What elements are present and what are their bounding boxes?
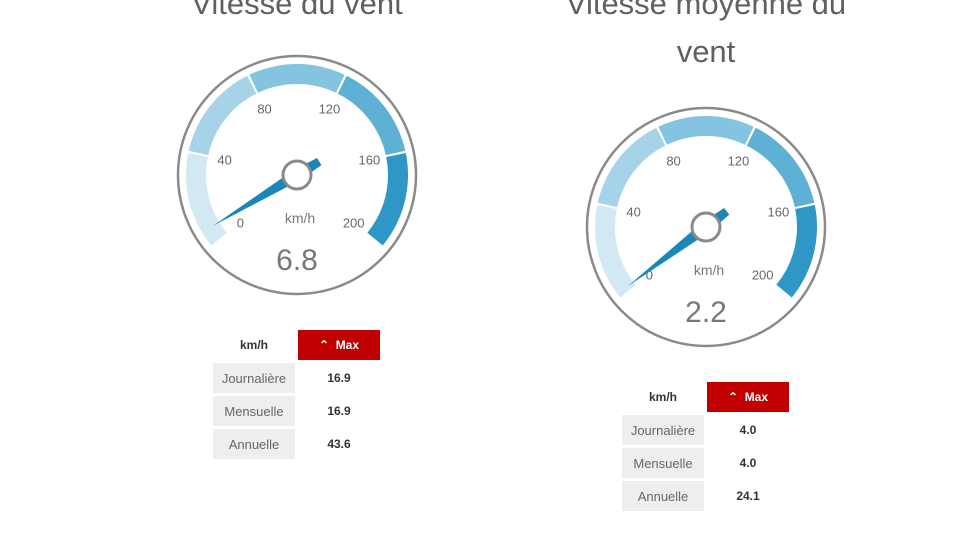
- max-sort-button[interactable]: ⌃ Max: [707, 382, 789, 412]
- gauge-band: [337, 75, 406, 156]
- gauge-band: [776, 205, 817, 298]
- gauge-unit: km/h: [694, 262, 724, 278]
- gauge-band: [249, 63, 345, 93]
- gauge-tick-label: 120: [728, 153, 750, 168]
- gauge-tick-label: 160: [359, 153, 381, 168]
- max-value: 16.9: [327, 371, 351, 385]
- gauge-needle-hub: [281, 159, 313, 191]
- gauge-band: [188, 75, 257, 156]
- gauge-tick-label: 40: [217, 153, 231, 168]
- period-label: Mensuelle: [213, 396, 295, 426]
- gauge-band: [595, 205, 636, 298]
- table-row: Annuelle 43.6: [213, 429, 380, 459]
- max-stats-table: km/h ⌃ Max Journalière 4.0 Mensuelle 4.0 A…: [622, 379, 789, 514]
- gauge-band: [658, 115, 754, 145]
- max-label: Max: [744, 390, 769, 404]
- wind-speed-gauge: 0 40 80 120 160 200 km/h 6.8: [176, 54, 418, 296]
- period-label: Journalière: [622, 415, 704, 445]
- table-row: Mensuelle 4.0: [622, 448, 789, 478]
- table-row: Journalière 16.9: [213, 363, 380, 393]
- gauge-tick-label: 0: [646, 268, 653, 283]
- gauge-band: [746, 127, 815, 208]
- gauge-unit: km/h: [285, 210, 315, 226]
- period-label: Mensuelle: [622, 448, 704, 478]
- gauge-value: 6.8: [276, 244, 318, 277]
- table-row: Annuelle 24.1: [622, 481, 789, 511]
- average-wind-speed-gauge: 0 40 80 120 160 200 km/h 2.2: [585, 106, 827, 348]
- max-value: 4.0: [739, 456, 757, 470]
- gauge-band: [367, 153, 408, 246]
- max-value: 43.6: [327, 437, 351, 451]
- gauge-band: [186, 153, 227, 246]
- max-value: 4.0: [739, 423, 757, 437]
- period-label: Annuelle: [213, 429, 295, 459]
- max-stats-table: km/h ⌃ Max Journalière 16.9 Mensuelle 16.9…: [213, 327, 380, 462]
- gauge-tick-label: 0: [237, 216, 244, 231]
- gauge-tick-label: 40: [626, 205, 640, 220]
- table-row: Mensuelle 16.9: [213, 396, 380, 426]
- unit-header: km/h: [648, 390, 677, 404]
- gauge-value: 2.2: [685, 296, 727, 329]
- max-label: Max: [335, 338, 360, 352]
- unit-header: km/h: [239, 338, 268, 352]
- max-value: 24.1: [736, 489, 760, 503]
- chevron-up-icon: ⌃: [727, 390, 739, 404]
- chevron-up-icon: ⌃: [318, 338, 330, 352]
- gauge-title: Vitesse du vent: [191, 0, 403, 21]
- table-row: Journalière 4.0: [622, 415, 789, 445]
- gauge-tick-label: 160: [768, 205, 790, 220]
- gauge-tick-label: 120: [319, 101, 341, 116]
- gauge-tick-label: 80: [666, 153, 680, 168]
- gauge-title: Vitesse moyenne du vent: [565, 0, 847, 69]
- gauge-band: [597, 127, 666, 208]
- period-label: Annuelle: [622, 481, 704, 511]
- gauge-tick-label: 80: [257, 101, 271, 116]
- gauge-needle-hub: [690, 211, 722, 243]
- period-label: Journalière: [213, 363, 295, 393]
- max-value: 16.9: [327, 404, 351, 418]
- max-sort-button[interactable]: ⌃ Max: [298, 330, 380, 360]
- gauge-tick-label: 200: [752, 268, 774, 283]
- gauge-tick-label: 200: [343, 216, 365, 231]
